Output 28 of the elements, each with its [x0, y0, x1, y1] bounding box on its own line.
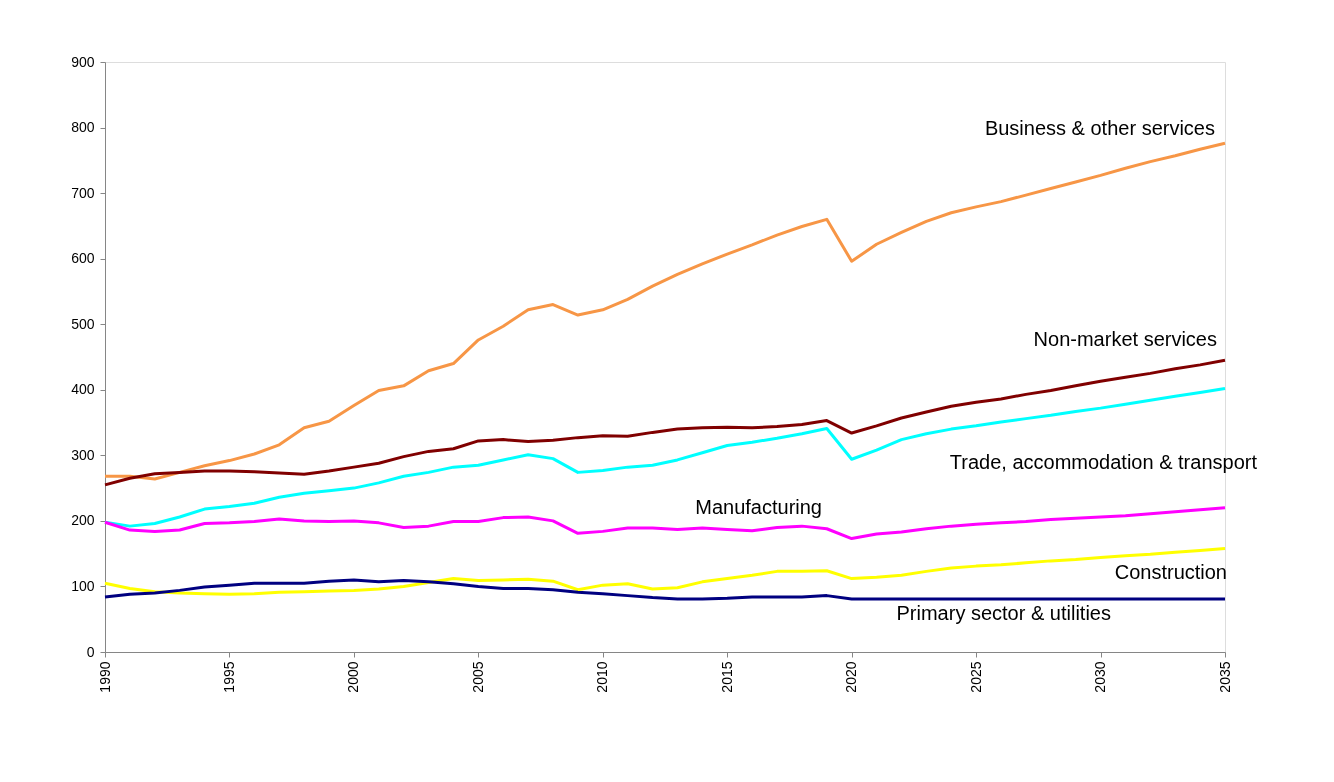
x-tick-label: 2020	[843, 661, 860, 693]
series-label: Primary sector & utilities	[896, 601, 1111, 624]
x-tick-label: 2010	[594, 661, 611, 693]
line-series	[103, 546, 1227, 596]
line-series	[103, 578, 1227, 601]
y-tick-label: 0	[86, 643, 95, 660]
series-label: Construction	[1114, 561, 1227, 584]
x-tick-label: 1990	[96, 661, 113, 693]
series-label: Business & other services	[984, 117, 1215, 140]
x-tick-label: 2005	[469, 661, 486, 693]
x-tick-label: 2025	[967, 661, 984, 693]
x-tick-label: 2015	[718, 661, 735, 693]
y-tick-label: 800	[71, 119, 95, 136]
series-label: Manufacturing	[695, 495, 822, 518]
y-tick-label: 300	[71, 446, 95, 463]
series-label: Trade, accommodation & transport	[949, 451, 1258, 474]
y-tick-label: 700	[71, 184, 95, 201]
x-tick-label: 2035	[1216, 661, 1233, 693]
y-tick-label: 100	[71, 577, 95, 594]
x-tick-label: 1995	[220, 661, 237, 693]
y-tick-label: 600	[71, 250, 95, 267]
y-tick-label: 500	[71, 315, 95, 332]
x-tick-label: 2030	[1092, 661, 1109, 693]
y-tick-label: 900	[71, 53, 95, 70]
y-tick-label: 200	[71, 512, 95, 529]
series-label: Non-market services	[1033, 328, 1217, 351]
x-tick-label: 2000	[345, 661, 362, 693]
y-tick-label: 400	[71, 381, 95, 398]
